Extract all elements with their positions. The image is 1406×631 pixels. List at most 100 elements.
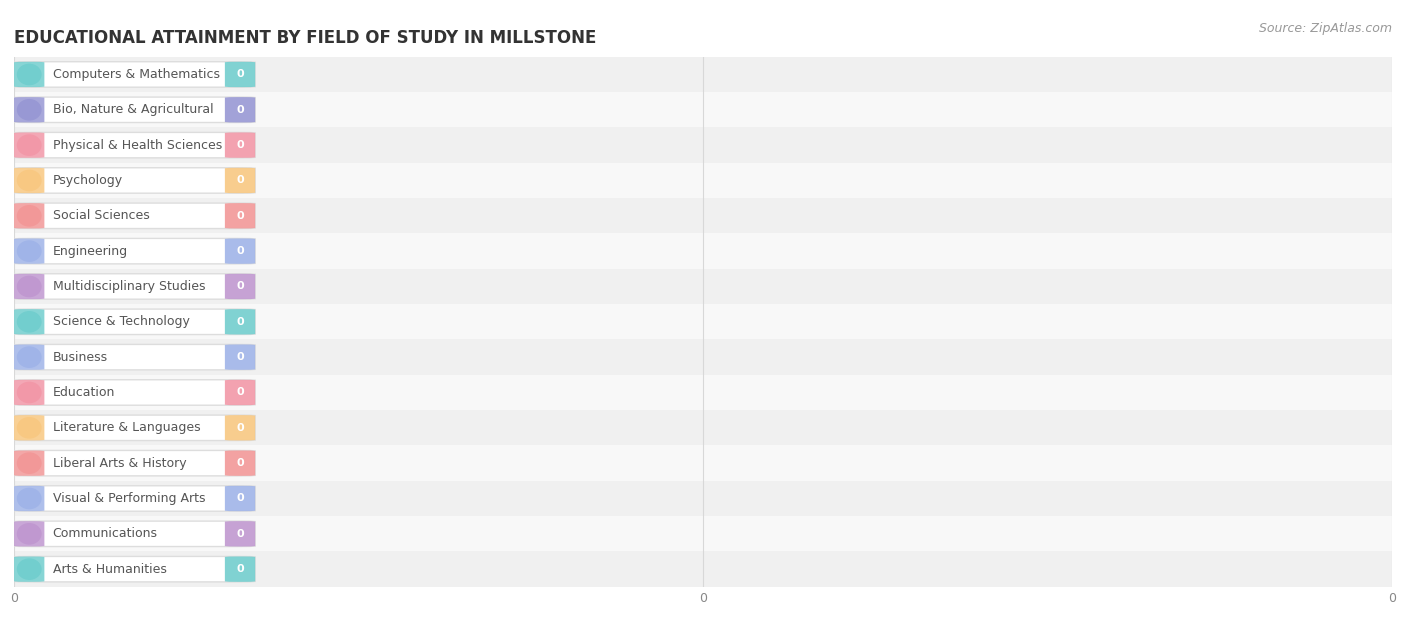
Text: 0: 0 [236,211,243,221]
FancyBboxPatch shape [225,521,256,546]
Bar [14,127,1392,163]
FancyBboxPatch shape [14,239,45,264]
FancyBboxPatch shape [225,415,256,440]
Text: Source: ZipAtlas.com: Source: ZipAtlas.com [1258,22,1392,35]
Ellipse shape [17,99,42,121]
Text: Literature & Languages: Literature & Languages [52,422,200,434]
FancyBboxPatch shape [225,451,256,476]
FancyBboxPatch shape [225,274,256,299]
FancyBboxPatch shape [14,168,45,193]
Text: 0: 0 [236,246,243,256]
FancyBboxPatch shape [14,380,256,405]
FancyBboxPatch shape [225,97,256,122]
Ellipse shape [17,488,42,509]
Text: 0: 0 [236,564,243,574]
FancyBboxPatch shape [225,557,256,582]
Text: 0: 0 [236,105,243,115]
FancyBboxPatch shape [14,97,45,122]
Ellipse shape [17,382,42,403]
Text: Visual & Performing Arts: Visual & Performing Arts [52,492,205,505]
Text: Multidisciplinary Studies: Multidisciplinary Studies [52,280,205,293]
Text: EDUCATIONAL ATTAINMENT BY FIELD OF STUDY IN MILLSTONE: EDUCATIONAL ATTAINMENT BY FIELD OF STUDY… [14,29,596,47]
Ellipse shape [17,558,42,580]
FancyBboxPatch shape [14,345,45,370]
Bar [14,445,1392,481]
Text: 0: 0 [236,493,243,504]
Text: 0: 0 [236,352,243,362]
Ellipse shape [17,346,42,368]
FancyBboxPatch shape [14,62,256,87]
Text: Engineering: Engineering [52,245,128,257]
Text: Social Sciences: Social Sciences [52,209,149,222]
Bar [14,57,1392,92]
Bar [14,516,1392,551]
Text: 0: 0 [236,69,243,80]
FancyBboxPatch shape [225,133,256,158]
Bar [14,92,1392,127]
FancyBboxPatch shape [225,239,256,264]
Text: Liberal Arts & History: Liberal Arts & History [52,457,186,469]
Ellipse shape [17,134,42,156]
FancyBboxPatch shape [225,203,256,228]
Text: Psychology: Psychology [52,174,122,187]
Text: Physical & Health Sciences: Physical & Health Sciences [52,139,222,151]
Bar [14,163,1392,198]
FancyBboxPatch shape [225,62,256,87]
FancyBboxPatch shape [225,380,256,405]
Ellipse shape [17,205,42,227]
FancyBboxPatch shape [14,557,45,582]
FancyBboxPatch shape [14,451,45,476]
Bar [14,304,1392,339]
Ellipse shape [17,64,42,85]
Text: Education: Education [52,386,115,399]
Ellipse shape [17,170,42,191]
FancyBboxPatch shape [14,239,256,264]
FancyBboxPatch shape [14,168,256,193]
Text: 0: 0 [236,175,243,186]
Text: 0: 0 [236,281,243,292]
Text: 0: 0 [236,140,243,150]
Text: Communications: Communications [52,528,157,540]
FancyBboxPatch shape [14,486,45,511]
Bar [14,481,1392,516]
Ellipse shape [17,523,42,545]
Ellipse shape [17,240,42,262]
Bar [14,375,1392,410]
FancyBboxPatch shape [14,486,256,511]
Text: Arts & Humanities: Arts & Humanities [52,563,166,575]
FancyBboxPatch shape [14,97,256,122]
Text: Science & Technology: Science & Technology [52,316,190,328]
FancyBboxPatch shape [14,380,45,405]
FancyBboxPatch shape [14,274,256,299]
FancyBboxPatch shape [225,168,256,193]
Text: Computers & Mathematics: Computers & Mathematics [52,68,219,81]
Ellipse shape [17,276,42,297]
FancyBboxPatch shape [14,521,256,546]
Bar [14,233,1392,269]
FancyBboxPatch shape [14,203,45,228]
Ellipse shape [17,417,42,439]
Text: 0: 0 [236,387,243,398]
FancyBboxPatch shape [14,557,256,582]
Ellipse shape [17,311,42,333]
Text: 0: 0 [236,317,243,327]
FancyBboxPatch shape [14,274,45,299]
FancyBboxPatch shape [14,415,256,440]
Text: Bio, Nature & Agricultural: Bio, Nature & Agricultural [52,103,214,116]
FancyBboxPatch shape [14,309,45,334]
FancyBboxPatch shape [14,309,256,334]
Text: 0: 0 [236,423,243,433]
FancyBboxPatch shape [225,309,256,334]
FancyBboxPatch shape [225,345,256,370]
FancyBboxPatch shape [14,521,45,546]
FancyBboxPatch shape [14,451,256,476]
Ellipse shape [17,452,42,474]
FancyBboxPatch shape [14,133,45,158]
FancyBboxPatch shape [14,415,45,440]
Bar [14,198,1392,233]
Bar [14,410,1392,445]
Text: 0: 0 [236,458,243,468]
FancyBboxPatch shape [14,62,45,87]
FancyBboxPatch shape [14,345,256,370]
FancyBboxPatch shape [225,486,256,511]
